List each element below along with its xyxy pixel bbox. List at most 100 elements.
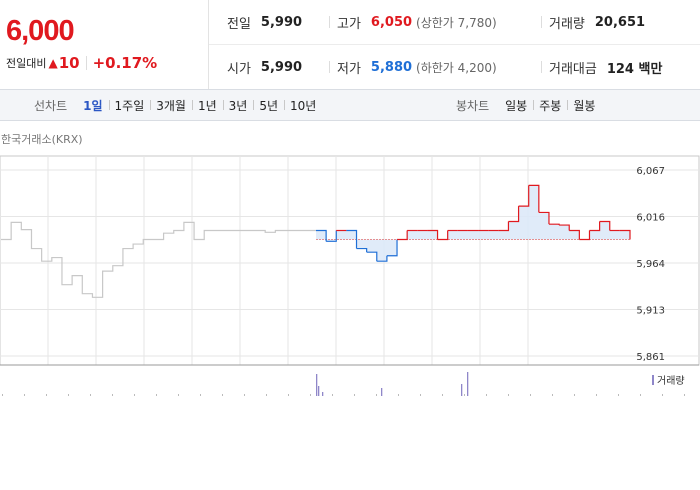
candle-daily[interactable]: 일봉: [505, 98, 528, 113]
price-lines: [1, 184, 631, 298]
candle-chart-title: 봉차트: [456, 98, 490, 113]
volume-bar: [332, 394, 333, 396]
series-today-segment: [316, 229, 327, 242]
change-label: 전일대비: [6, 57, 47, 70]
candle-chart-options: 봉차트 일봉 주봉 월봉: [456, 90, 601, 120]
stat-label: 시가: [227, 61, 251, 77]
series-prev-day: [1, 221, 316, 298]
change-value: 10: [58, 54, 80, 72]
series-today-segment: [376, 255, 388, 262]
divider: [329, 16, 330, 28]
volume-bar: [640, 394, 641, 396]
volume-bar: [618, 394, 619, 396]
stat-label: 저가: [337, 61, 361, 77]
stat-value: 124 백만: [606, 61, 663, 77]
stats-row-1: 전일 5,990 고가 6,050 (상한가 7,780) 거래량 20,651: [209, 0, 700, 45]
volume-bar: [464, 394, 465, 396]
volume-bar: [46, 394, 47, 396]
stat-high: 고가 6,050 (상한가 7,780): [329, 0, 497, 44]
series-today-segment: [559, 224, 570, 231]
series-today-segment: [346, 229, 358, 249]
volume-bar: [68, 394, 69, 396]
stat-open: 시가 5,990: [227, 45, 302, 89]
y-tick-label: 5,913: [636, 306, 665, 317]
series-today-segment: [366, 251, 378, 262]
up-triangle-icon: ▲: [48, 56, 58, 70]
volume-bar: [288, 394, 289, 396]
stat-volume: 거래량 20,651: [541, 0, 646, 44]
stat-value: 20,651: [594, 14, 646, 30]
range-1y[interactable]: 1년: [191, 97, 223, 114]
series-today-segment: [386, 239, 398, 257]
series-today-segment: [427, 229, 439, 240]
chart-toolbar: 선차트 1일 1주일 3개월 1년 3년 5년 10년 봉차트 일봉 주봉 월봉: [0, 89, 700, 121]
volume-bar: [24, 394, 25, 396]
volume-bar: [574, 394, 575, 396]
range-5y[interactable]: 5년: [253, 97, 284, 114]
volume-bar: [381, 388, 383, 396]
price-change: 전일대비 ▲ 10 +0.17%: [6, 54, 157, 72]
series-today-segment: [528, 184, 540, 213]
series-today-segment: [437, 230, 449, 241]
divider: [329, 61, 330, 73]
volume-swatch: [652, 374, 654, 385]
range-1w[interactable]: 1주일: [108, 97, 151, 114]
stat-value: 5,990: [260, 59, 303, 75]
exchange-label: 한국거래소(KRX): [1, 133, 83, 146]
volume-bar: [486, 394, 487, 396]
stat-label: 거래량: [549, 16, 585, 32]
volume-bar: [662, 394, 663, 396]
price-summary: 6,000 전일대비 ▲ 10 +0.17%: [0, 0, 209, 89]
stats-row-2: 시가 5,990 저가 5,880 (하한가 4,200) 거래대금 124 백…: [209, 45, 700, 89]
volume-bar: [2, 394, 3, 396]
line-chart-title: 선차트: [34, 98, 68, 113]
volume-legend-label: 거래량: [657, 376, 685, 387]
range-3m[interactable]: 3개월: [150, 97, 192, 114]
volume-bar: [530, 394, 531, 396]
series-today-segment: [589, 221, 601, 232]
candle-monthly[interactable]: 월봉: [567, 97, 601, 114]
volume-bar: [684, 394, 685, 396]
stat-label: 거래대금: [549, 61, 597, 77]
volume-bar: [552, 394, 553, 396]
y-tick-label: 6,016: [636, 213, 665, 224]
lower-limit: (하한가 4,200): [416, 60, 497, 75]
stat-label: 고가: [337, 16, 361, 32]
series-today-segment: [619, 229, 631, 240]
range-1d[interactable]: 1일: [83, 98, 103, 113]
range-3y[interactable]: 3년: [222, 97, 254, 114]
series-today-segment: [579, 230, 591, 241]
divider: [541, 16, 542, 28]
stat-label: 전일: [227, 16, 251, 32]
series-today-segment: [569, 229, 580, 240]
series-today-segment: [397, 230, 408, 241]
candle-weekly[interactable]: 주봉: [533, 97, 567, 114]
volume-bar: [244, 394, 245, 396]
series-today-segment: [538, 211, 550, 225]
volume-bar: [354, 394, 355, 396]
volume-bar: [134, 394, 135, 396]
stat-value: 6,050: [370, 14, 413, 30]
series-today-segment: [326, 230, 337, 242]
y-tick-label: 6,067: [636, 166, 665, 177]
volume-bar: [200, 394, 201, 396]
volume-bar: [90, 394, 91, 396]
range-10y[interactable]: 10년: [284, 97, 322, 114]
fill-areas: [316, 185, 630, 262]
quote-header: 6,000 전일대비 ▲ 10 +0.17% 전일 5,990 고가 6,050…: [0, 0, 700, 89]
line-chart-options: 선차트 1일 1주일 3개월 1년 3년 5년 10년: [34, 90, 322, 120]
stat-prev-close: 전일 5,990: [227, 0, 302, 44]
series-today-segment: [599, 220, 611, 231]
stat-value: 5,990: [260, 14, 303, 30]
volume-bar: [310, 394, 311, 396]
y-tick-label: 5,964: [636, 259, 665, 270]
volume-bar: [318, 386, 320, 396]
volume-bar: [442, 394, 443, 396]
fill-area-today: [316, 185, 630, 262]
volume-bar: [322, 392, 324, 396]
change-percent: +0.17%: [92, 54, 158, 72]
volume-bar: [467, 372, 469, 396]
volume-bar: [508, 394, 509, 396]
current-price: 6,000: [6, 15, 75, 47]
